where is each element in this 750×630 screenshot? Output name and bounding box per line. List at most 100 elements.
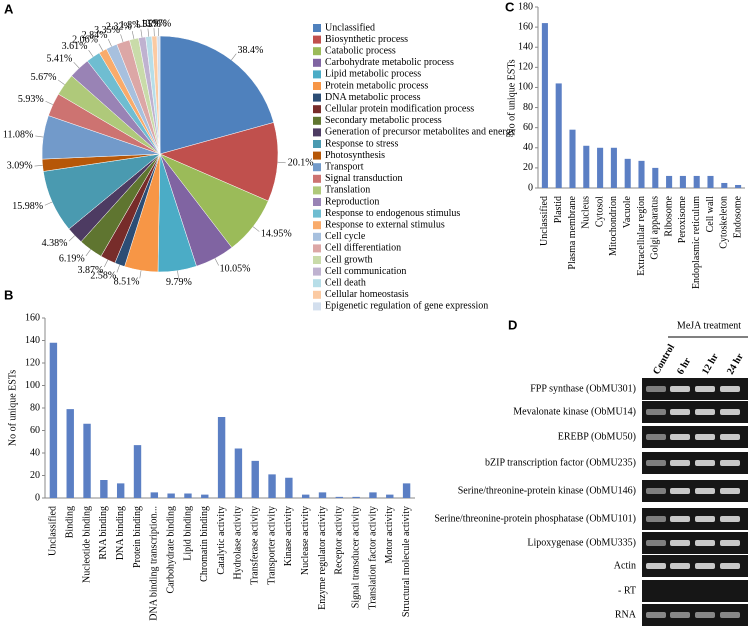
leader-line — [131, 31, 135, 39]
legend-label: Cell growth — [325, 254, 373, 265]
bar — [49, 342, 58, 498]
leader-line — [140, 29, 143, 38]
slice-label: 3.61% — [62, 41, 88, 52]
x-tick-label: Nucleotide binding — [81, 506, 92, 583]
bar — [597, 147, 604, 188]
slice-label: 10.05% — [220, 263, 251, 274]
y-tick-label: 140 — [518, 42, 533, 53]
y-tick-label: 40 — [30, 447, 40, 458]
y-axis-label: No of unique ESTs — [7, 370, 18, 446]
pie-slice — [156, 35, 161, 155]
gel-band — [720, 434, 740, 440]
slice-label: 11.08% — [3, 130, 33, 141]
gel-band — [695, 386, 715, 392]
gel-band — [695, 540, 715, 546]
gel-band — [720, 612, 740, 618]
legend-label: Carbohydrate metabolic process — [325, 57, 454, 68]
gel-row-label: Lipoxygenase (ObMU335) — [527, 537, 636, 548]
y-tick-label: 120 — [25, 357, 40, 368]
legend-label: Secondary metabolic process — [325, 115, 442, 126]
leader-line — [68, 235, 75, 242]
gel-band — [670, 409, 690, 415]
slice-label: 1.29% — [141, 18, 167, 29]
legend-swatch — [313, 24, 321, 32]
leader-line — [44, 201, 53, 206]
x-tick-label: Kinase activity — [283, 506, 294, 566]
bar — [268, 474, 276, 498]
y-tick-label: 40 — [523, 142, 533, 153]
gel-band — [670, 434, 690, 440]
leader-line — [107, 38, 112, 47]
bar — [116, 483, 125, 498]
slice-label: 2.84% — [82, 30, 108, 41]
x-tick-label: Peroxisome — [677, 195, 688, 243]
x-tick-label: Motor activity — [384, 506, 395, 564]
legend-swatch — [313, 256, 321, 264]
legend-label: Cell communication — [325, 266, 406, 277]
leader-line — [147, 28, 149, 37]
y-tick-label: 0 — [35, 492, 40, 503]
legend-label: Photosynthesis — [325, 150, 385, 161]
slice-label: 5.67% — [31, 72, 57, 83]
x-tick-label: Extracellular region — [636, 196, 647, 276]
slice-label: 5.41% — [46, 54, 72, 65]
legend-label: Response to external stimulus — [325, 219, 445, 230]
bar — [217, 417, 226, 498]
x-tick-label: Structural molecule activity — [401, 506, 412, 617]
x-tick-label: Transporter activity — [266, 506, 277, 585]
leader-line — [73, 62, 80, 69]
y-tick-label: 160 — [518, 21, 533, 32]
x-tick-label: Ribosome — [663, 195, 674, 236]
slice-label: 14.95% — [261, 228, 292, 239]
y-tick-label: 20 — [523, 162, 533, 173]
lane-label: 6 hr — [675, 356, 694, 377]
y-tick-label: 180 — [518, 1, 533, 12]
bar — [100, 480, 108, 498]
legend-swatch — [313, 163, 321, 172]
legend-swatch — [313, 290, 321, 299]
bar — [184, 493, 192, 498]
x-tick-label: Hydrolase activity — [233, 506, 244, 580]
legend-label: Cellular homeostasis — [325, 289, 409, 300]
legend-swatch — [313, 186, 321, 195]
bar — [735, 184, 742, 188]
x-tick-label: Mitochondrion — [608, 196, 619, 256]
legend-swatch — [313, 58, 321, 67]
bar — [352, 496, 360, 498]
leader-line — [98, 43, 104, 51]
x-tick-label: DNA binding — [115, 506, 126, 560]
gel-row-label: RNA — [615, 609, 637, 620]
legend-swatch — [313, 105, 321, 114]
bar — [318, 492, 327, 498]
lane-label: 12 hr — [700, 351, 721, 376]
gel-band — [720, 540, 740, 546]
legend-swatch — [313, 244, 321, 253]
x-tick-label: Translation factor activity — [367, 506, 378, 610]
gel-band — [720, 516, 740, 522]
legend-swatch — [313, 198, 321, 206]
bar — [721, 182, 728, 188]
leader-line — [231, 53, 237, 61]
gel-row-label: FPP synthase (ObMU301) — [530, 383, 636, 394]
leader-line — [45, 100, 53, 105]
gel-band — [695, 563, 715, 569]
bar — [285, 477, 293, 498]
y-tick-label: 100 — [518, 82, 533, 93]
gel-band — [670, 563, 690, 569]
y-tick-label: 20 — [30, 470, 40, 481]
slice-label: 3.35% — [94, 25, 120, 36]
legend-label: Cell differentiation — [325, 243, 401, 254]
bar — [83, 423, 91, 498]
bar — [693, 175, 700, 188]
leader-line — [139, 270, 142, 279]
x-tick-label: Endosome — [732, 195, 743, 238]
y-tick-label: 60 — [523, 122, 533, 133]
leader-line — [177, 270, 179, 279]
x-tick-label: Nucleus — [581, 196, 592, 229]
leader-line — [116, 264, 120, 273]
gel-band — [695, 409, 715, 415]
legend-label: Catabolic process — [325, 45, 396, 56]
x-tick-label: Golgi apparatus — [650, 196, 661, 260]
legend-label: Generation of precursor metabolites and … — [325, 127, 516, 138]
gel-band — [646, 540, 666, 546]
